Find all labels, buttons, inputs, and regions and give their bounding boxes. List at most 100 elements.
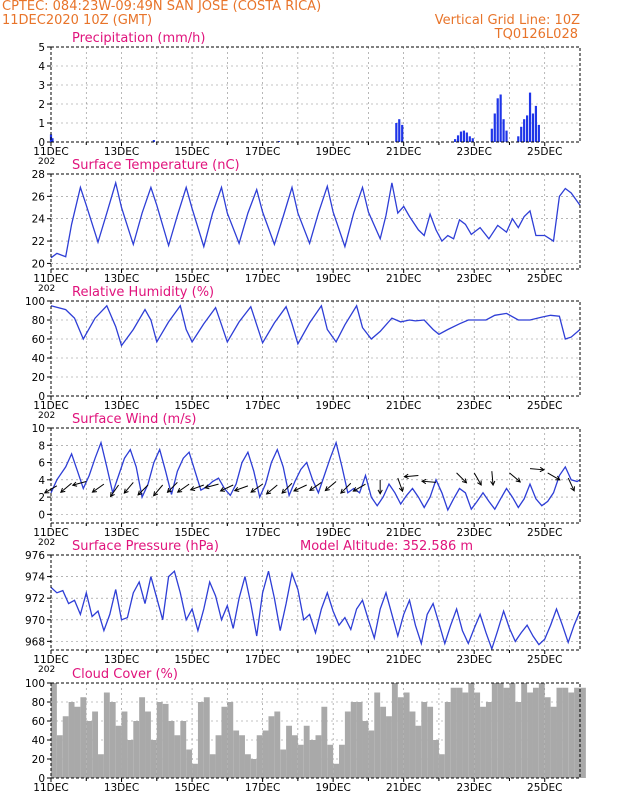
x-tick-label: 23DEC (456, 654, 491, 666)
cloud-bar (303, 725, 310, 778)
wind-arrow-head (462, 478, 468, 484)
wind-arrow-head (309, 486, 315, 492)
cloud-bar (139, 697, 146, 778)
wind-arrow-head (43, 488, 50, 494)
y-tick-label: 80 (32, 697, 45, 709)
x-tick-label: 25DEC (527, 527, 562, 539)
x-tick-label: 25DEC (527, 273, 562, 285)
cloud-bar (98, 754, 104, 778)
x-tick-label: 19DEC (315, 782, 350, 794)
wind-arrow (220, 484, 234, 492)
wind-arrow (72, 481, 87, 486)
x-tick-label: 19DEC (315, 527, 350, 539)
wind-arrow (137, 484, 149, 496)
cloud-bar (362, 721, 369, 778)
precip-bar (496, 98, 499, 142)
cloud-bar (574, 687, 580, 778)
x-tick-label: 15DEC (174, 527, 209, 539)
precip-bar (401, 124, 404, 142)
cloud-bar (333, 763, 340, 778)
wind-arrow-head (219, 486, 226, 492)
precip-bar (537, 124, 540, 142)
cloud-bar (186, 749, 193, 778)
panel-title: Surface Wind (m/s) (72, 412, 196, 427)
wind-arrow-head (293, 486, 299, 492)
cloud-bar (562, 687, 569, 778)
y-tick-label: 0 (38, 509, 45, 521)
x-tick-label: 17DEC (245, 527, 280, 539)
wind-arrow (422, 480, 437, 483)
cloud-bar (544, 697, 551, 778)
y-tick-label: 24 (32, 214, 46, 226)
wind-arrow-head (340, 488, 346, 494)
cloud-bar (433, 740, 439, 778)
wind-arrow (60, 482, 72, 493)
wind-arrow-head (233, 486, 240, 492)
cloud-bar (227, 702, 234, 778)
wind-arrow-head (570, 486, 575, 492)
panel-wind: 0 2 4 6 8 10 11DEC 13DEC 15DEC 17DEC 19DEC 21DEC 23D… (32, 412, 581, 548)
cloud-bar (74, 706, 81, 778)
x-tick-label: 17DEC (245, 400, 280, 412)
cloud-bar (321, 706, 328, 778)
x-tick-label: 17DEC (245, 782, 280, 794)
cloud-bar (444, 702, 451, 778)
panel-frame (50, 46, 581, 143)
panel-precip: 0 1 2 3 4 5 11DEC 13DEC 15DEC 17DEC 19DEC 21DEC 23DE… (33, 31, 581, 167)
cloud-bar (256, 735, 263, 778)
x-tick-label: 13DEC (104, 400, 139, 412)
cloud-bar (485, 702, 492, 778)
x-tick-label: 23DEC (456, 527, 491, 539)
cloud-bar (80, 697, 87, 778)
cloud-bar (515, 702, 522, 778)
cloud-bar (309, 740, 316, 778)
panel-title: Cloud Cover (%) (72, 667, 178, 682)
cloud-bar (180, 721, 187, 778)
y-tick-label: 100 (25, 296, 45, 308)
wind-arrow-head (352, 487, 358, 492)
precip-bar (505, 130, 508, 142)
precip-bar (465, 132, 468, 142)
cloud-bar (409, 711, 416, 778)
cloud-bar (356, 702, 363, 778)
precip-bar (490, 128, 493, 142)
cloud-bar (380, 706, 387, 778)
wind-arrow (567, 477, 575, 491)
cloud-bar (527, 692, 533, 778)
y-tick-label: 972 (25, 593, 45, 605)
cloud-bar (550, 706, 557, 778)
x-tick-label: 13DEC (104, 654, 139, 666)
cloud-bar (127, 740, 134, 778)
wind-arrow-head (398, 486, 404, 493)
x-tick-label: 21DEC (386, 654, 421, 666)
precip-bar (534, 105, 538, 142)
x-tick-label: 11DEC (33, 527, 68, 539)
cloud-bar (474, 692, 481, 778)
precip-bar (493, 113, 496, 142)
cloud-bar (115, 725, 122, 778)
y-tick-label: 20 (32, 754, 45, 766)
cloud-bar (421, 702, 428, 778)
y-tick-label: 974 (25, 572, 45, 584)
wind-arrow (204, 483, 219, 489)
wind-arrow-head (189, 486, 196, 491)
x-tick-label: 21DEC (386, 782, 421, 794)
cloud-bar (497, 683, 504, 778)
wind-arrow-head (421, 478, 427, 485)
cloud-bar (538, 683, 545, 778)
wind-arrow-head (166, 487, 172, 494)
cloud-bar (133, 721, 140, 778)
wind-arrow-head (203, 484, 210, 490)
cloud-bar (174, 735, 181, 778)
cloud-bar (339, 744, 345, 778)
wind-arrow (397, 477, 404, 492)
precip-bar (520, 126, 523, 142)
y-tick-label: 22 (32, 236, 45, 248)
x-tick-label: 19DEC (315, 273, 350, 285)
temp-line (50, 180, 581, 259)
wind-arrow-head (176, 487, 183, 493)
cloud-bar (215, 735, 222, 778)
cloud-bar (556, 687, 563, 778)
precip-bar (456, 135, 460, 142)
x-tick-label: 25DEC (527, 782, 562, 794)
